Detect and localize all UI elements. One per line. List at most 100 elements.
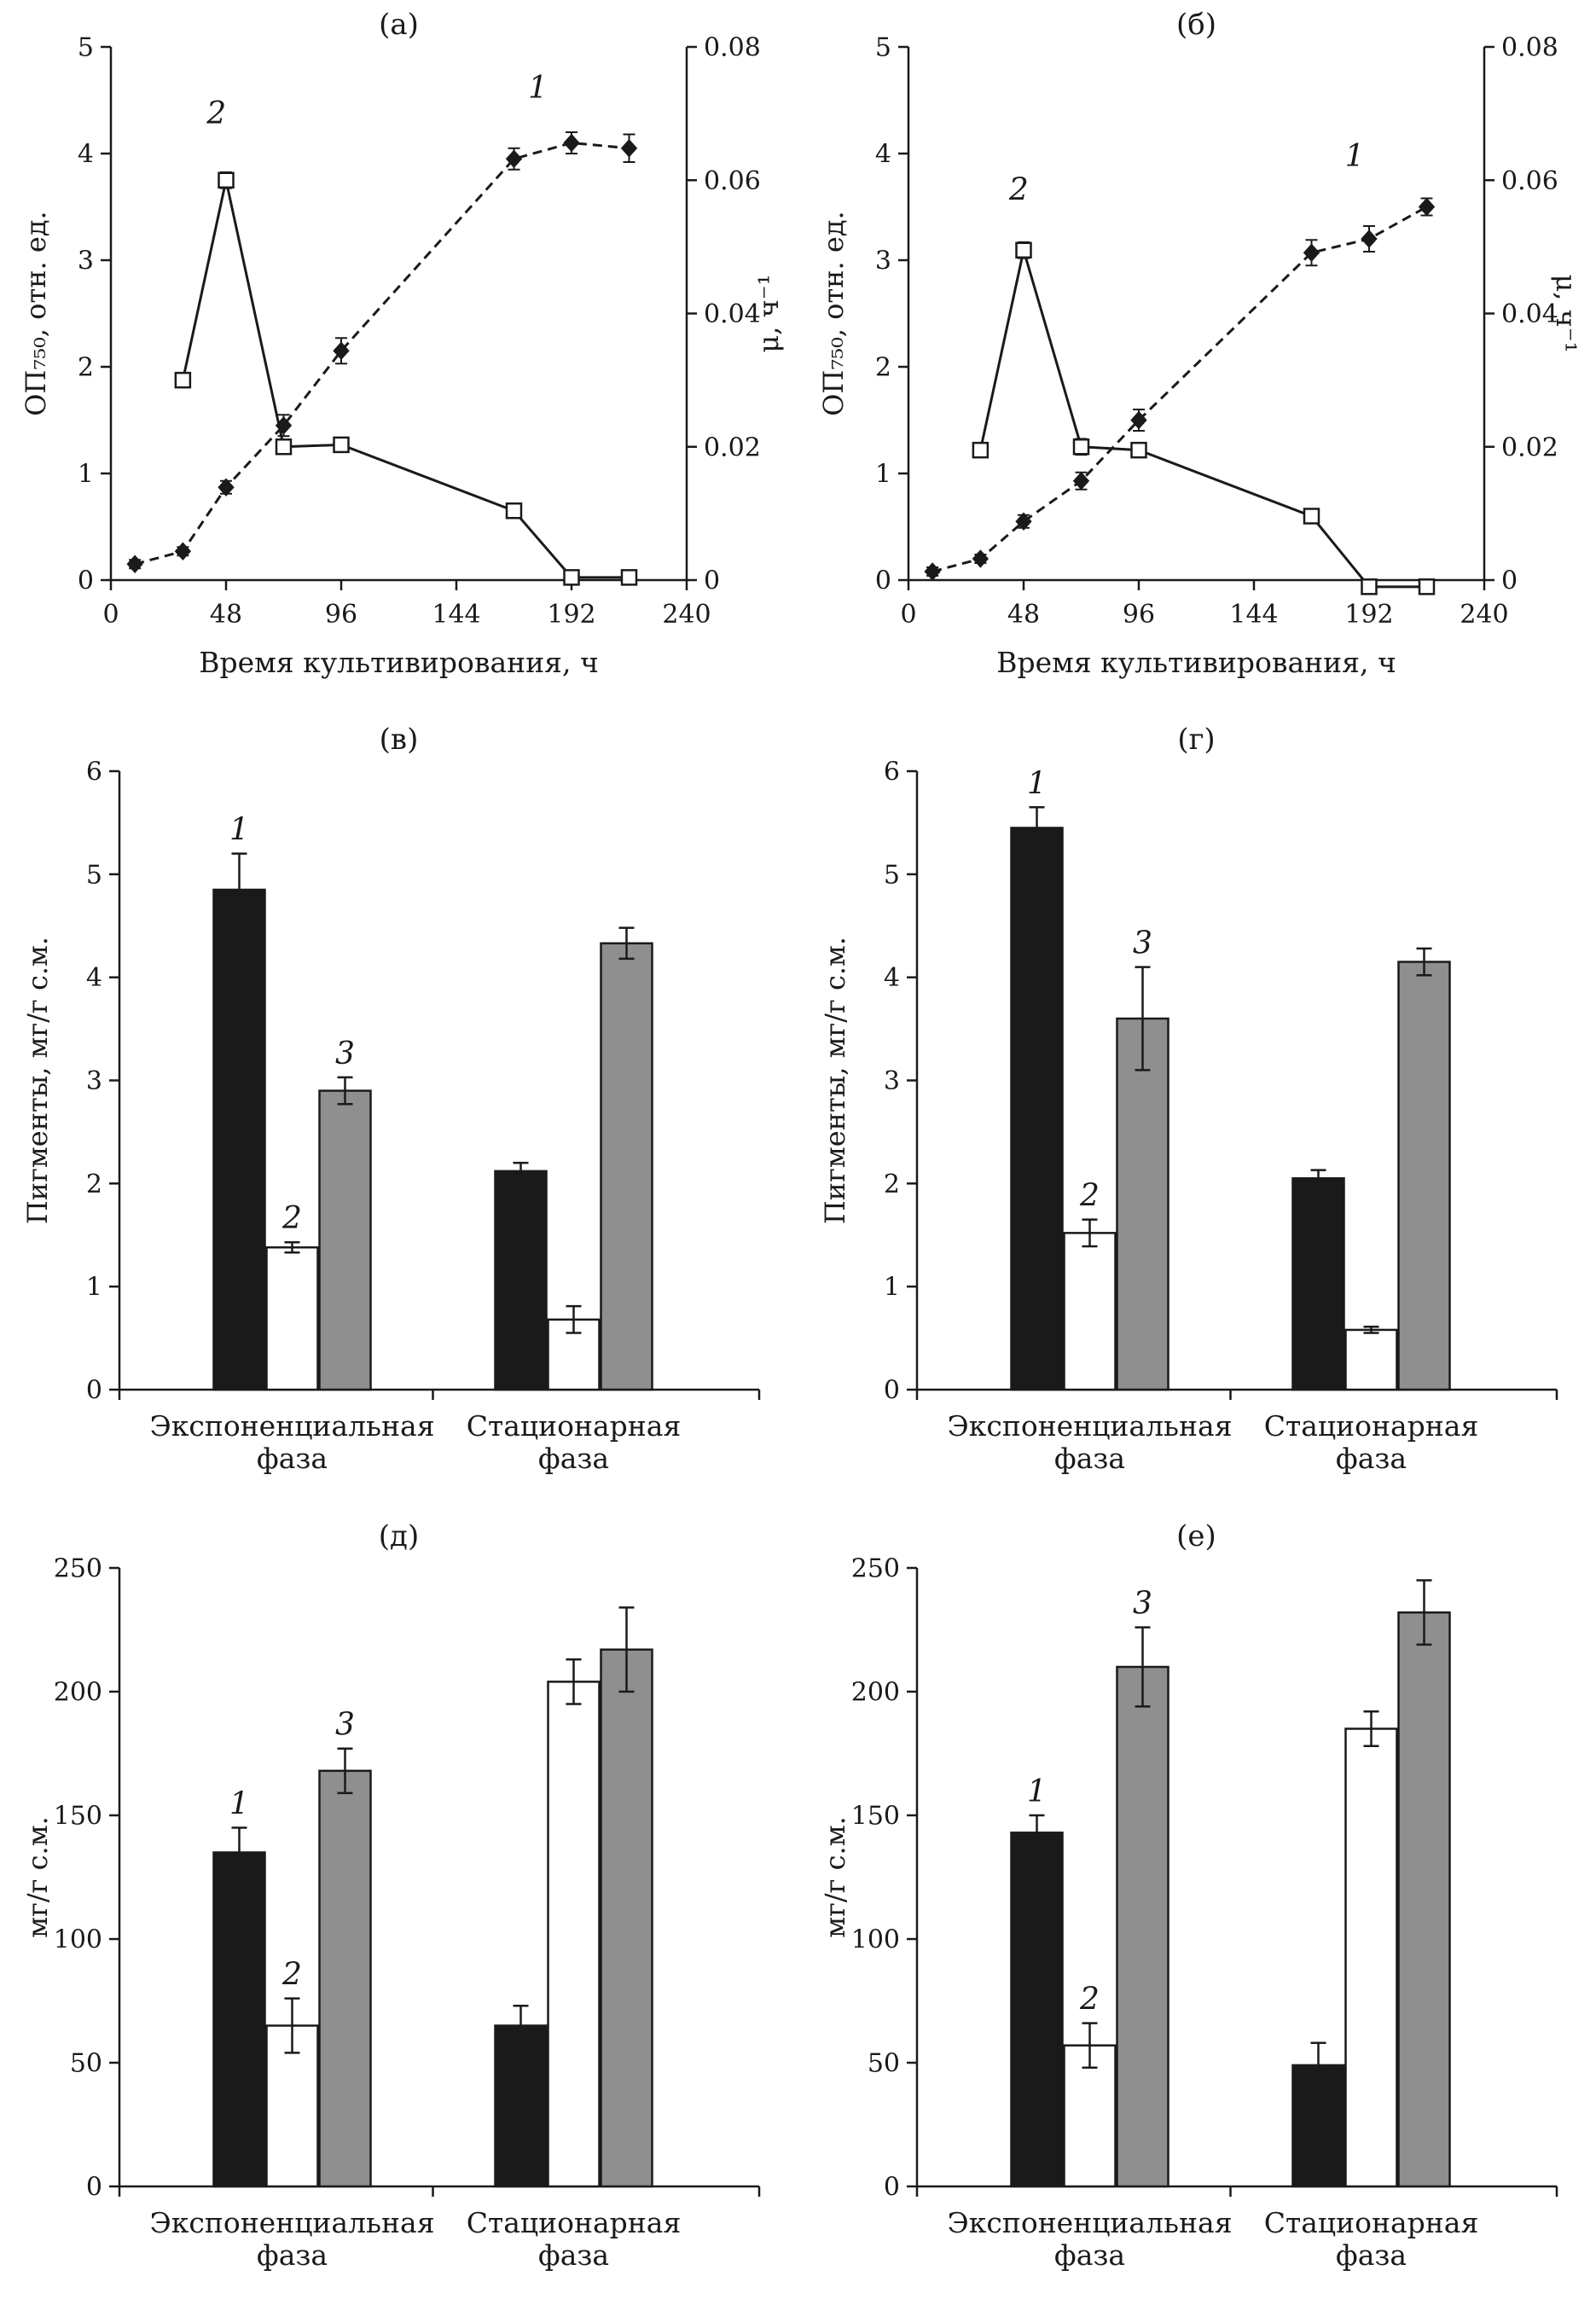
bar-number-label: 3 bbox=[335, 1708, 355, 1743]
group-label-line1: Стационарная bbox=[1264, 1409, 1479, 1443]
y-tick-right-label: 0.08 bbox=[1501, 33, 1558, 63]
y-tick-left-label: 0 bbox=[875, 566, 891, 596]
panel-e-content-bar-chart: (е) 0 50 100 150 200 250 мг/г с.м. 1 2 3 Экспоненци… bbox=[798, 1508, 1596, 2305]
group-label-line1: Экспоненциальная bbox=[149, 1409, 434, 1443]
x-tick-label: 48 bbox=[210, 600, 242, 630]
y-axis-label-right: μ, ч⁻¹ bbox=[1550, 274, 1582, 352]
y-tick-label: 3 bbox=[884, 1066, 900, 1096]
group-label-line2: фаза bbox=[538, 1442, 609, 1475]
y-tick-left-label: 2 bbox=[875, 353, 891, 383]
y-tick-label: 50 bbox=[868, 2049, 900, 2079]
series-1-line bbox=[134, 141, 630, 566]
y-tick-label: 50 bbox=[70, 2049, 102, 2079]
y-tick-label: 250 bbox=[54, 1554, 102, 1584]
bar-number-label: 2 bbox=[1079, 1983, 1100, 2018]
bar-chart-svg: (в) 0 1 2 3 4 5 6 Пигменты, мг/г с.м. 1 2 3 Экспонен… bbox=[21, 723, 761, 1475]
panel-v-pigments-bar-chart: (в) 0 1 2 3 4 5 6 Пигменты, мг/г с.м. 1 2 3 Экспонен… bbox=[0, 711, 798, 1508]
diamond-marker bbox=[218, 478, 235, 496]
y-tick-label: 2 bbox=[884, 1170, 900, 1199]
diamond-marker bbox=[563, 133, 580, 153]
bar-series-3 bbox=[600, 942, 653, 1391]
square-marker bbox=[1130, 441, 1147, 459]
series-2-line bbox=[181, 179, 630, 579]
diamond-marker bbox=[1418, 197, 1436, 217]
square-marker bbox=[972, 441, 990, 459]
group-label-line2: фаза bbox=[1054, 1442, 1125, 1475]
series-1-line bbox=[931, 206, 1428, 573]
y-tick-right-label: 0.02 bbox=[1501, 433, 1558, 462]
y-tick-label: 0 bbox=[884, 2173, 900, 2203]
square-marker bbox=[218, 171, 235, 189]
group-label-line2: фаза bbox=[257, 2238, 328, 2272]
x-tick-label: 192 bbox=[547, 600, 595, 630]
y-tick-label: 2 bbox=[86, 1170, 102, 1199]
square-marker bbox=[1072, 438, 1090, 456]
bar-series-2 bbox=[265, 1246, 319, 1391]
y-axis-label-left: ОП₇₅₀, отн. ед. bbox=[20, 211, 52, 415]
y-tick-left-label: 2 bbox=[78, 353, 94, 383]
y-tick-right-label: 0.04 bbox=[704, 299, 761, 329]
bar-series-1 bbox=[212, 888, 266, 1391]
bar-series-3 bbox=[318, 1769, 372, 2188]
panel-title: (д) bbox=[379, 1519, 419, 1553]
group-label-line1: Стационарная bbox=[467, 2206, 682, 2239]
bar-series-2 bbox=[1063, 2044, 1117, 2188]
y-tick-left-label: 3 bbox=[78, 247, 94, 276]
bar-number-label: 3 bbox=[1133, 1587, 1152, 1622]
diamond-marker bbox=[972, 549, 990, 568]
diamond-marker bbox=[1303, 243, 1320, 262]
y-tick-left-label: 4 bbox=[78, 140, 94, 170]
bar-number-label: 1 bbox=[1027, 1774, 1047, 1809]
y-tick-left-label: 0 bbox=[78, 566, 94, 596]
y-tick-label: 6 bbox=[884, 758, 900, 787]
y-tick-label: 0 bbox=[884, 1376, 900, 1406]
y-axis-label: мг/г с.м. bbox=[21, 1816, 54, 1938]
panel-title: (е) bbox=[1176, 1519, 1216, 1553]
y-tick-left-label: 5 bbox=[78, 33, 94, 63]
square-marker bbox=[1361, 578, 1378, 595]
square-marker bbox=[620, 569, 638, 586]
panel-title: (б) bbox=[1176, 8, 1216, 42]
panel-title: (г) bbox=[1177, 723, 1215, 757]
diamond-marker bbox=[333, 341, 350, 360]
x-tick-label: 144 bbox=[1229, 600, 1278, 630]
diamond-marker bbox=[924, 562, 941, 581]
x-tick-label: 96 bbox=[325, 600, 357, 630]
y-tick-right-label: 0.08 bbox=[704, 33, 761, 63]
x-tick-label: 240 bbox=[1460, 600, 1508, 630]
y-tick-right-label: 0.06 bbox=[704, 166, 761, 196]
bar-number-label: 2 bbox=[281, 1958, 302, 1993]
y-tick-label: 4 bbox=[884, 963, 900, 993]
y-axis-label-left: ОП₇₅₀, отн. ед. bbox=[817, 211, 850, 415]
y-tick-label: 5 bbox=[884, 860, 900, 890]
square-marker bbox=[1015, 241, 1032, 259]
square-marker bbox=[333, 436, 350, 454]
bar-series-2 bbox=[547, 1318, 601, 1391]
y-tick-left-label: 4 bbox=[875, 140, 891, 170]
y-tick-label: 4 bbox=[86, 963, 102, 993]
y-tick-label: 200 bbox=[54, 1678, 102, 1708]
series-2-line bbox=[978, 249, 1427, 589]
group-label-line2: фаза bbox=[1054, 2238, 1125, 2272]
bar-series-1 bbox=[494, 2024, 548, 2188]
bar-series-2 bbox=[547, 1681, 601, 2188]
diamond-marker bbox=[1015, 512, 1032, 531]
x-tick-label: 192 bbox=[1344, 600, 1393, 630]
y-tick-right-label: 0 bbox=[1501, 566, 1518, 596]
square-marker bbox=[1418, 578, 1436, 595]
series-number-label: 2 bbox=[1008, 173, 1029, 208]
y-tick-label: 1 bbox=[884, 1273, 900, 1303]
y-tick-label: 150 bbox=[851, 1802, 900, 1832]
bar-number-label: 2 bbox=[1079, 1179, 1100, 1214]
bar-series-2 bbox=[1063, 1232, 1117, 1391]
x-tick-label: 96 bbox=[1123, 600, 1155, 630]
y-tick-label: 1 bbox=[86, 1273, 102, 1303]
bar-number-label: 3 bbox=[1133, 926, 1152, 961]
panel-title: (в) bbox=[380, 723, 419, 757]
y-tick-left-label: 5 bbox=[875, 33, 891, 63]
bar-series-1 bbox=[494, 1170, 548, 1391]
series-number-label: 2 bbox=[206, 96, 226, 131]
bar-series-3 bbox=[318, 1089, 372, 1391]
bar-chart-svg: (е) 0 50 100 150 200 250 мг/г с.м. 1 2 3 Экспоненци… bbox=[819, 1519, 1558, 2272]
